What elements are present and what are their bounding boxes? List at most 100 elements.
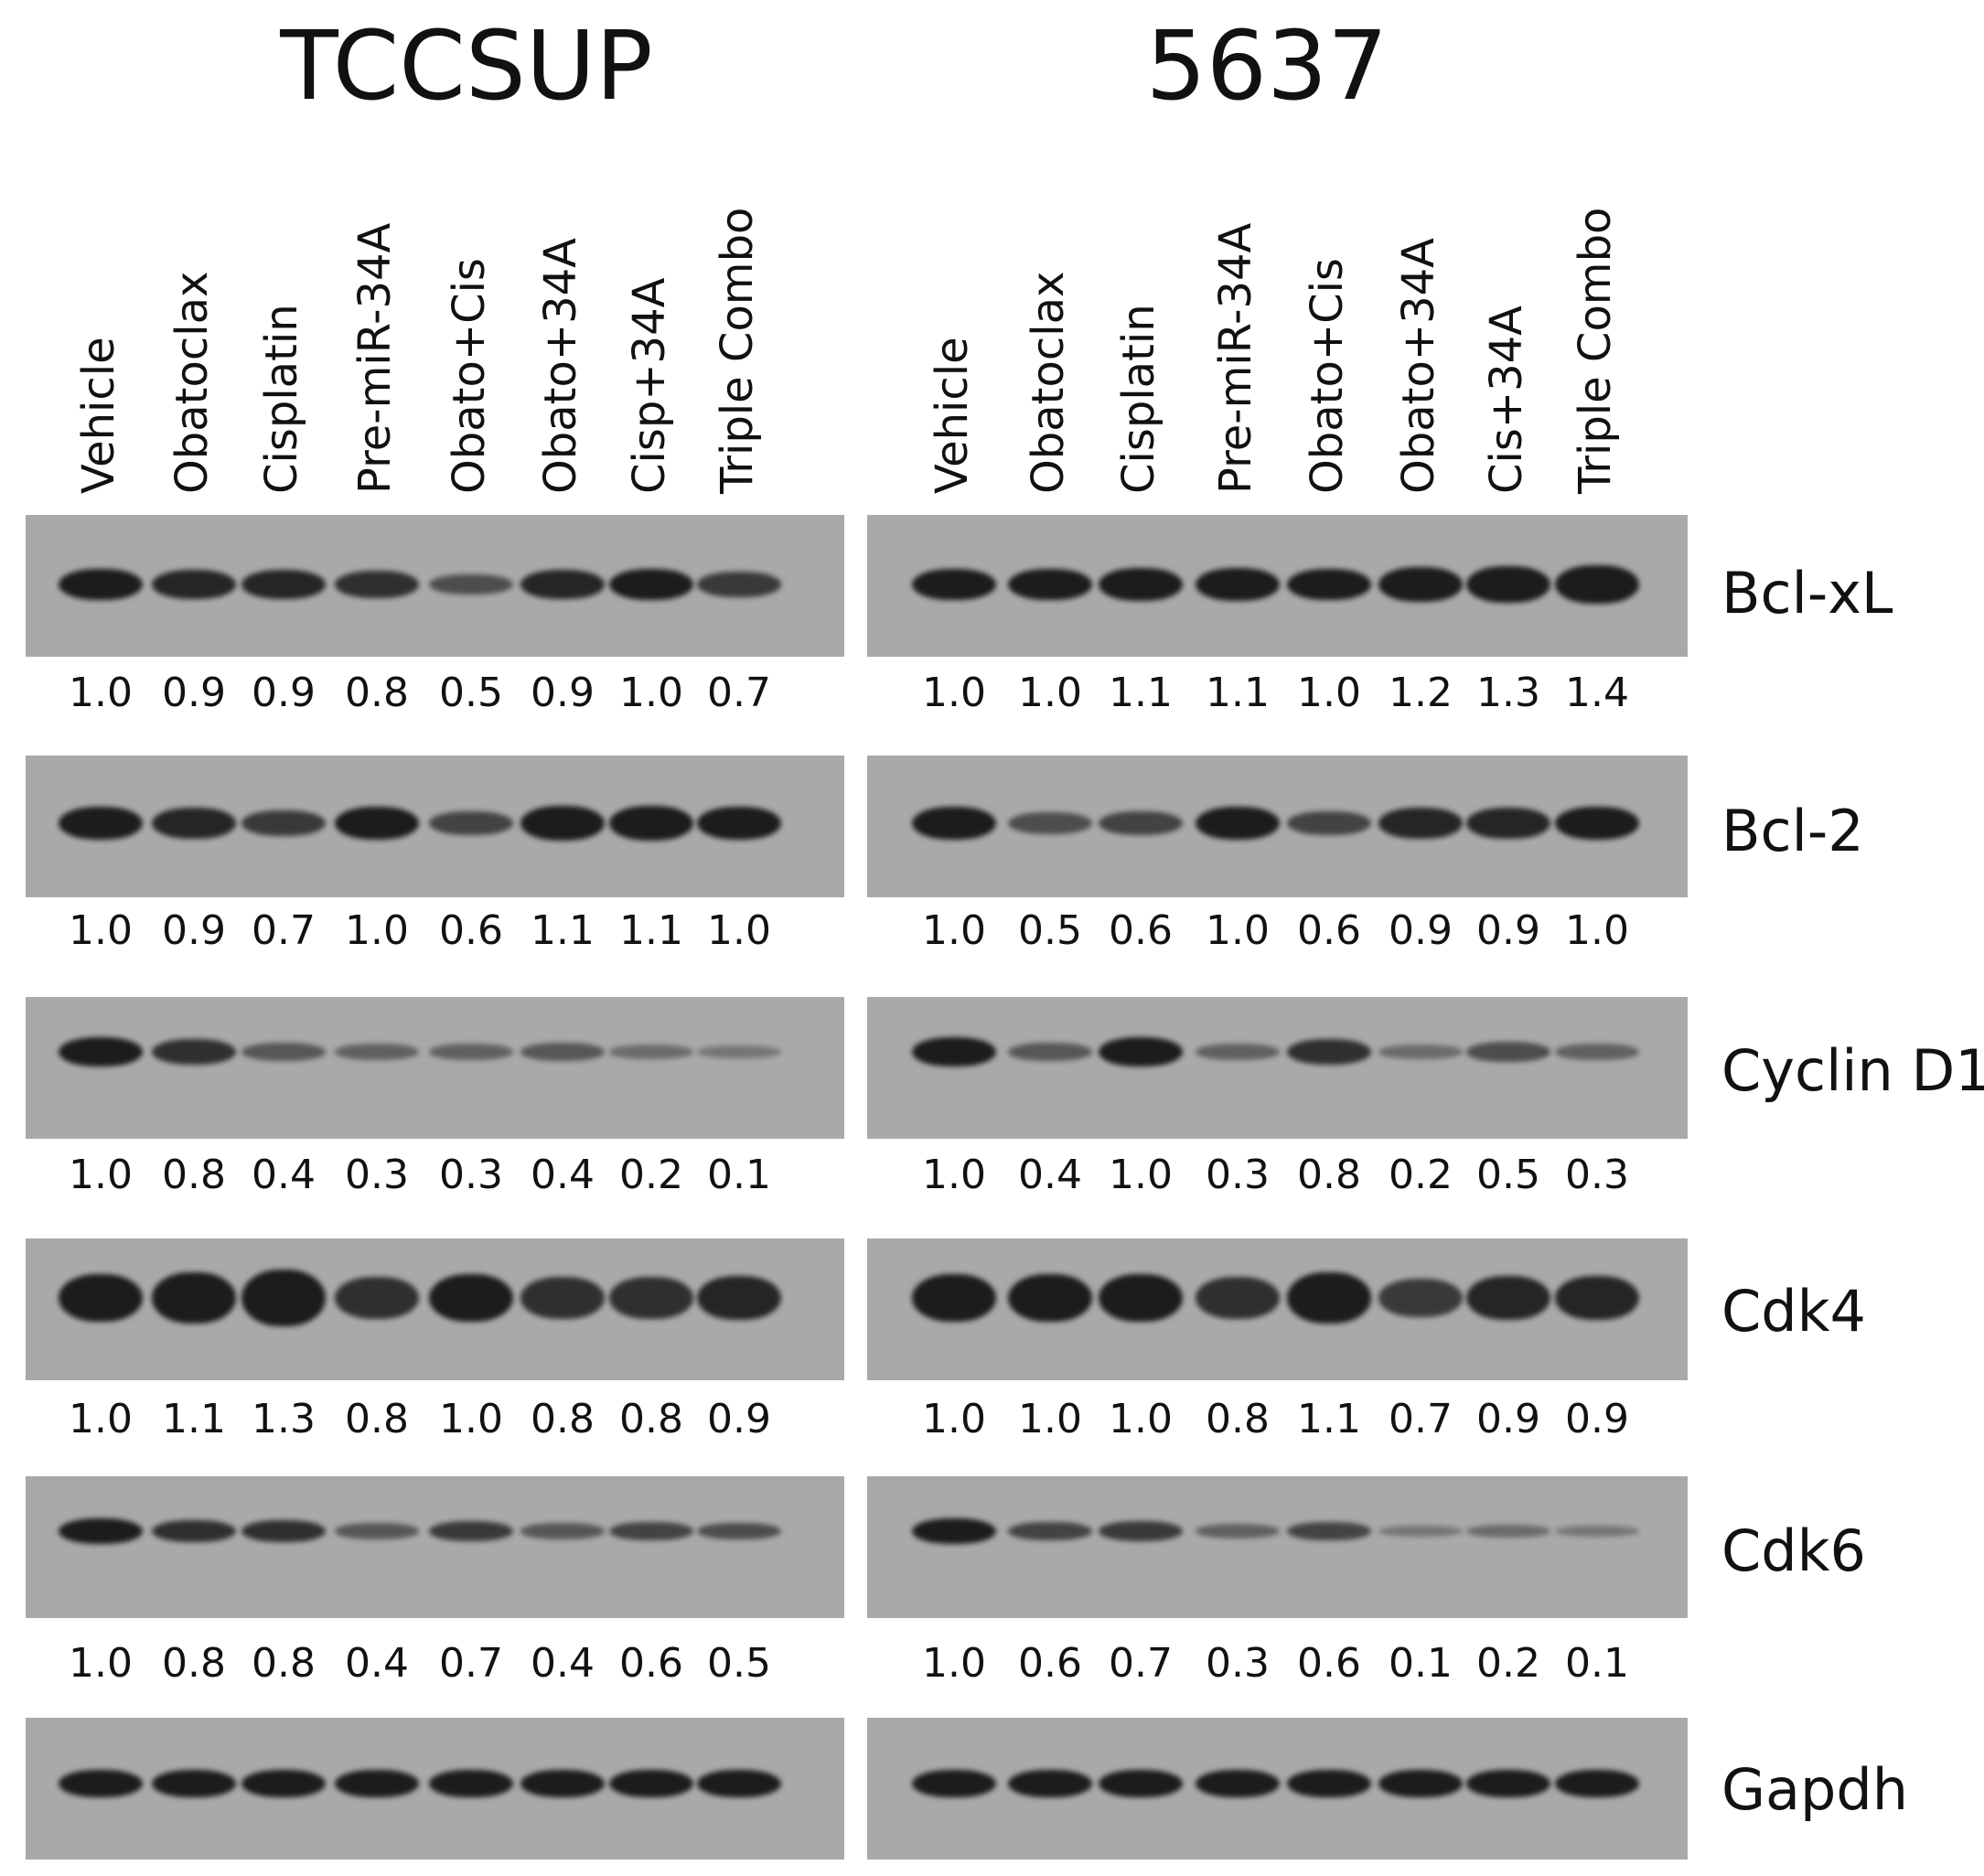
- band: [335, 807, 419, 840]
- quant-value: 0.7: [439, 1640, 503, 1687]
- band: [1466, 1275, 1550, 1321]
- quant-value: 1.3: [1476, 670, 1540, 716]
- quant-value: 0.4: [531, 1152, 595, 1198]
- band: [697, 1522, 781, 1540]
- band: [697, 572, 781, 597]
- band: [1287, 1272, 1371, 1324]
- quant-value: 1.1: [1206, 670, 1270, 716]
- band: [1008, 1521, 1092, 1541]
- quant-value: 0.6: [439, 907, 503, 954]
- quant-value: 1.0: [1018, 670, 1082, 716]
- band: [1099, 1274, 1183, 1322]
- band: [429, 1044, 513, 1060]
- quant-value: 0.8: [162, 1640, 226, 1687]
- band: [912, 807, 996, 840]
- band: [697, 807, 781, 840]
- lane-label: Cisplatin: [1113, 304, 1164, 494]
- lane-label: Cis+34A: [1481, 306, 1532, 494]
- quant-value: 1.0: [619, 670, 683, 716]
- quant-value: 0.1: [707, 1152, 771, 1198]
- quant-value: 0.8: [531, 1396, 595, 1442]
- blot-cdk6: [867, 1476, 1688, 1618]
- quant-value: 0.6: [619, 1640, 683, 1687]
- band: [335, 1277, 419, 1319]
- band: [520, 1043, 605, 1061]
- band: [241, 1269, 326, 1327]
- band: [1555, 807, 1639, 840]
- band: [912, 569, 996, 600]
- band: [1196, 807, 1280, 840]
- quant-value: 1.0: [707, 907, 771, 954]
- quant-value: 1.0: [1297, 670, 1361, 716]
- quant-value: 0.4: [345, 1640, 409, 1687]
- band: [59, 1770, 143, 1797]
- quant-value: 1.1: [531, 907, 595, 954]
- band: [1287, 810, 1371, 836]
- quant-value: 0.9: [1476, 907, 1540, 954]
- band: [520, 1523, 605, 1539]
- quant-value: 0.6: [1018, 1640, 1082, 1687]
- protein-label: Bcl-2: [1721, 798, 1864, 864]
- band: [520, 1770, 605, 1797]
- band: [697, 1770, 781, 1797]
- band: [1008, 1043, 1092, 1061]
- quant-value: 0.2: [1389, 1152, 1453, 1198]
- quant-value: 0.1: [1389, 1640, 1453, 1687]
- band: [152, 570, 236, 599]
- band: [1099, 1770, 1183, 1797]
- blot-cdk6: [26, 1476, 844, 1618]
- quant-value: 0.9: [531, 670, 595, 716]
- quant-value: 1.0: [922, 670, 986, 716]
- band: [912, 1274, 996, 1322]
- quant-value: 1.0: [922, 907, 986, 954]
- lane-label: Triple Combo: [712, 207, 763, 494]
- quant-value: 0.3: [345, 1152, 409, 1198]
- blot-cdk4: [867, 1238, 1688, 1380]
- band: [1378, 1770, 1463, 1797]
- band: [1555, 1044, 1639, 1060]
- blot-bcl-2: [867, 756, 1688, 897]
- band: [59, 1274, 143, 1322]
- band: [1555, 1526, 1639, 1537]
- band: [1008, 1770, 1092, 1797]
- band: [335, 571, 419, 598]
- quant-value: 0.8: [345, 1396, 409, 1442]
- blot-bcl-xl: [26, 515, 844, 657]
- band: [1466, 1042, 1550, 1062]
- band: [1555, 1770, 1639, 1797]
- band: [152, 1519, 236, 1543]
- band: [1196, 1277, 1280, 1319]
- band: [59, 569, 143, 600]
- blot-gapdh: [26, 1718, 844, 1860]
- band: [1099, 1037, 1183, 1067]
- quant-value: 0.9: [162, 670, 226, 716]
- lane-label: Pre-miR-34A: [1210, 222, 1261, 494]
- band: [59, 807, 143, 840]
- quant-value: 0.5: [439, 670, 503, 716]
- band: [609, 569, 693, 600]
- lane-label: Triple Combo: [1570, 207, 1621, 494]
- band: [1008, 1274, 1092, 1322]
- lane-label: Cisp+34A: [624, 277, 675, 494]
- quant-value: 0.6: [1297, 1640, 1361, 1687]
- band: [1099, 810, 1183, 836]
- quant-value: 0.3: [1565, 1152, 1629, 1198]
- quant-value: 0.3: [439, 1152, 503, 1198]
- lane-label: Obato+Cis: [1302, 258, 1353, 494]
- band: [1466, 1525, 1550, 1538]
- panel-title-5637: 5637: [1145, 10, 1389, 122]
- quant-value: 0.5: [707, 1640, 771, 1687]
- band: [335, 1523, 419, 1539]
- protein-label: Gapdh: [1721, 1756, 1909, 1823]
- quant-value: 0.8: [1297, 1152, 1361, 1198]
- quant-value: 1.0: [1109, 1152, 1173, 1198]
- quant-value: 1.0: [69, 907, 133, 954]
- blot-cdk4: [26, 1238, 844, 1380]
- quant-value: 1.3: [252, 1396, 316, 1442]
- quant-value: 1.1: [1109, 670, 1173, 716]
- lane-label: Cisplatin: [256, 304, 307, 494]
- band: [520, 1277, 605, 1319]
- band: [152, 808, 236, 839]
- quant-value: 0.2: [619, 1152, 683, 1198]
- band: [59, 1037, 143, 1067]
